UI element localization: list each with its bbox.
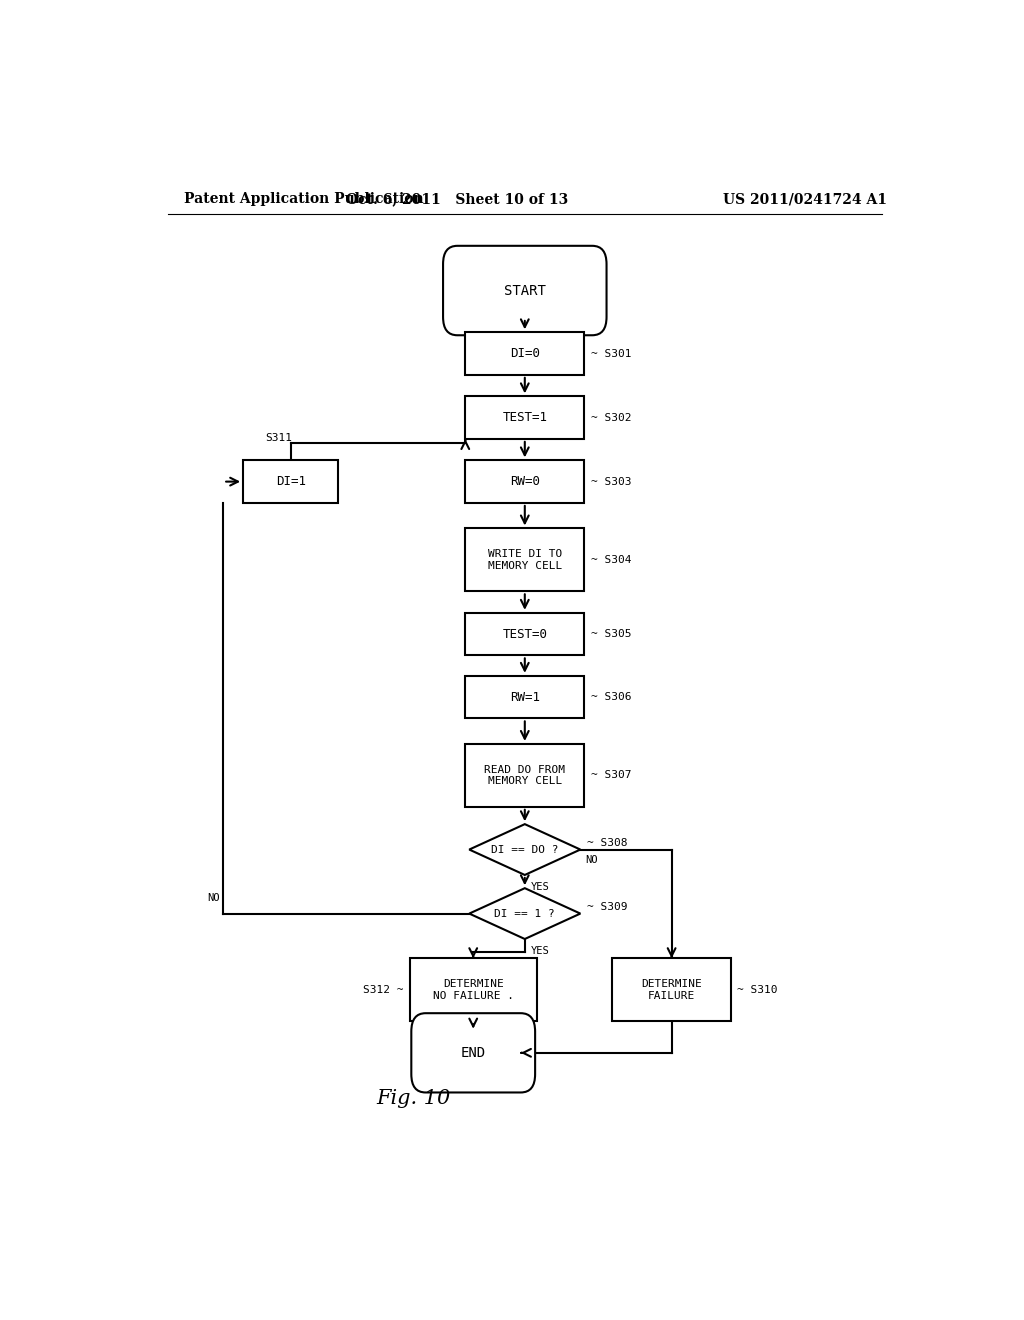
FancyBboxPatch shape: [443, 246, 606, 335]
Text: Fig. 10: Fig. 10: [377, 1089, 451, 1107]
Text: S311: S311: [265, 433, 292, 444]
Text: ~ S307: ~ S307: [591, 771, 631, 780]
Text: RW=0: RW=0: [510, 475, 540, 488]
Text: ~ S309: ~ S309: [587, 903, 628, 912]
Text: DETERMINE
FAILURE: DETERMINE FAILURE: [641, 979, 702, 1001]
Text: DI=1: DI=1: [275, 475, 306, 488]
Text: NO: NO: [207, 894, 219, 903]
Text: YES: YES: [531, 946, 550, 956]
Text: NO: NO: [585, 855, 598, 865]
Bar: [410, 958, 537, 1022]
Bar: [243, 461, 338, 503]
Text: RW=1: RW=1: [510, 690, 540, 704]
Polygon shape: [469, 888, 581, 939]
Text: START: START: [504, 284, 546, 297]
Text: ~ S306: ~ S306: [591, 692, 631, 702]
Polygon shape: [469, 824, 581, 875]
Text: ~ S310: ~ S310: [737, 985, 778, 995]
Text: US 2011/0241724 A1: US 2011/0241724 A1: [723, 191, 887, 206]
Text: Patent Application Publication: Patent Application Publication: [183, 191, 423, 206]
Text: ~ S303: ~ S303: [591, 477, 631, 487]
Bar: [465, 612, 585, 656]
Text: S312 ~: S312 ~: [362, 985, 403, 995]
Bar: [465, 676, 585, 718]
Text: READ DO FROM
MEMORY CELL: READ DO FROM MEMORY CELL: [484, 764, 565, 787]
Bar: [612, 958, 731, 1022]
Text: ~ S308: ~ S308: [587, 838, 628, 849]
Text: YES: YES: [531, 882, 550, 892]
Text: ~ S302: ~ S302: [591, 413, 631, 422]
Text: DETERMINE
NO FAILURE .: DETERMINE NO FAILURE .: [433, 979, 514, 1001]
Text: WRITE DI TO
MEMORY CELL: WRITE DI TO MEMORY CELL: [487, 549, 562, 570]
Bar: [465, 744, 585, 807]
Text: ~ S304: ~ S304: [591, 554, 631, 565]
FancyBboxPatch shape: [412, 1014, 536, 1093]
Bar: [465, 396, 585, 440]
Bar: [465, 461, 585, 503]
Text: DI=0: DI=0: [510, 347, 540, 360]
Bar: [465, 333, 585, 375]
Text: Oct. 6, 2011   Sheet 10 of 13: Oct. 6, 2011 Sheet 10 of 13: [346, 191, 568, 206]
Text: ~ S301: ~ S301: [591, 348, 631, 359]
Text: ~ S305: ~ S305: [591, 630, 631, 639]
Text: END: END: [461, 1045, 485, 1060]
Text: DI == 1 ?: DI == 1 ?: [495, 908, 555, 919]
Text: TEST=1: TEST=1: [503, 411, 547, 424]
Text: TEST=0: TEST=0: [503, 627, 547, 640]
Text: DI == DO ?: DI == DO ?: [492, 845, 558, 854]
Bar: [465, 528, 585, 591]
